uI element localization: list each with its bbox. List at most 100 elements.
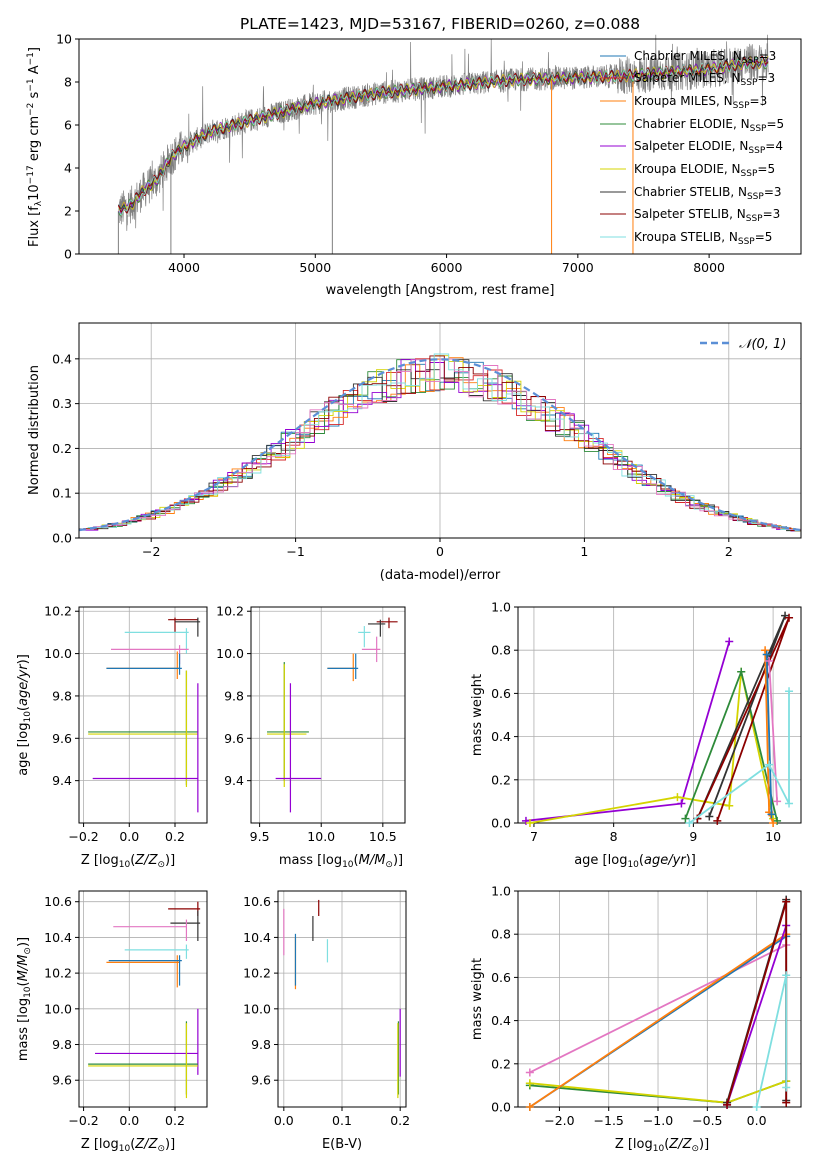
spectrum-title: PLATE=1423, MJD=53167, FIBERID=0260, z=0…: [240, 15, 640, 33]
weight-z-marker: [782, 1098, 791, 1107]
mass-z-ytick-label: 10.6: [44, 894, 72, 909]
weight-age-ytick-label: 0.6: [491, 686, 511, 701]
legend-label-kroupa-miles: Kroupa MILES, NSSP=3: [634, 94, 767, 111]
histogram-xtick-label: −2: [142, 544, 160, 559]
mass-ebv-ytick-label: 10.4: [243, 930, 271, 945]
weight-age-marker: [685, 819, 694, 827]
weight-z-xtick-label: −2.0: [544, 1113, 574, 1128]
mass-z-ytick-label: 10.0: [44, 1001, 72, 1016]
age-mass-ytick-label: 9.8: [224, 688, 244, 703]
legend-label-salpeter-miles: Salpeter MILES, NSSP=3: [634, 71, 775, 88]
histogram-step-line: [79, 359, 801, 531]
weight-age-series-line: [688, 691, 790, 824]
weight-age-marker: [737, 667, 746, 676]
weight-z-series-line: [726, 925, 788, 1106]
spectrum-model-line: [117, 56, 769, 216]
spectrum-xtick-label: 8000: [693, 260, 725, 275]
mass-z-xtick-label: −0.2: [68, 1113, 98, 1128]
weight-z-ytick-label: 0.2: [491, 1056, 511, 1071]
age-mass-ytick-label: 10.2: [216, 604, 244, 619]
weight-age-marker: [681, 814, 690, 823]
spectrum-xtick-label: 7000: [562, 260, 594, 275]
mass-z-xlabel: Z [log10(Z/Z⊙)]: [81, 1137, 175, 1154]
age-z-xtick-label: −0.2: [68, 829, 98, 844]
spectrum-model-line: [118, 55, 769, 211]
age-z-frame: [78, 606, 208, 824]
mass-ebv-xtick-label: 0.2: [390, 1113, 410, 1128]
legend-label-chabrier-miles: Chabrier MILES, NSSP=3: [634, 49, 776, 66]
histogram-ytick-label: 0.1: [52, 486, 72, 501]
weight-z-marker: [782, 897, 791, 906]
age-mass-xtick-label: 10.0: [307, 829, 335, 844]
weight-age-ytick-label: 1.0: [491, 600, 511, 615]
spectrum-ytick-label: 8: [64, 75, 72, 90]
histogram-xtick-label: −1: [286, 544, 304, 559]
histogram-axes-frame: [78, 322, 802, 539]
spectrum-model-line: [117, 55, 769, 214]
mass-ebv-xtick-label: 0.1: [332, 1113, 352, 1128]
spectrum-model-line: [118, 56, 769, 217]
histogram-xtick-label: 1: [580, 544, 588, 559]
histogram-ytick-label: 0.3: [52, 396, 72, 411]
weight-z-series-line: [529, 944, 787, 1074]
mass-ebv-xlabel: E(B-V): [322, 1137, 362, 1152]
mass-ebv-ytick-label: 10.0: [243, 1001, 271, 1016]
weight-age-marker: [765, 760, 774, 769]
age-z-xtick-label: 0.0: [119, 829, 139, 844]
legend-label-kroupa-elodie: Kroupa ELODIE, NSSP=5: [634, 162, 775, 179]
weight-z-series-line: [529, 933, 787, 1108]
weight-age-marker: [705, 812, 714, 821]
mass-ebv-ytick-label: 9.6: [251, 1073, 271, 1088]
age-mass-ytick-label: 9.6: [224, 731, 244, 746]
weight-z-xtick-label: 0.0: [747, 1113, 767, 1128]
mass-z-xtick-label: 0.0: [119, 1113, 139, 1128]
age-z-xtick-label: 0.2: [165, 829, 185, 844]
histogram-ylabel: Normed distribution: [27, 365, 42, 495]
weight-z-ylabel: mass weight: [470, 958, 485, 1040]
weight-z-ytick-label: 0.0: [491, 1100, 511, 1115]
age-z-ytick-label: 10.2: [44, 604, 72, 619]
weight-age-ytick-label: 0.0: [491, 816, 511, 831]
mass-z-ytick-label: 9.8: [52, 1037, 72, 1052]
weight-age-xtick-label: 9: [689, 829, 697, 844]
histogram-xtick-label: 2: [725, 544, 733, 559]
age-mass-xlabel: mass [log10(M/M⊙)]: [279, 853, 403, 870]
spectrum-xlabel: wavelength [Angstrom, rest frame]: [326, 283, 555, 298]
weight-age-marker: [525, 819, 534, 827]
spectrum-ytick-label: 6: [64, 118, 72, 133]
spectrum-ytick-label: 10: [56, 32, 72, 47]
weight-age-series-line: [529, 671, 774, 824]
weight-age-marker: [725, 637, 734, 646]
legend-label-chabrier-stelib: Chabrier STELIB, NSSP=3: [634, 185, 782, 202]
age-mass-ytick-label: 10.0: [216, 646, 244, 661]
spectrum-xtick-label: 6000: [431, 260, 463, 275]
spectrum-model-line: [118, 56, 769, 214]
weight-age-ytick-label: 0.2: [491, 772, 511, 787]
weight-age-marker: [761, 646, 770, 655]
weight-age-marker: [767, 810, 776, 819]
weight-age-xtick-label: 8: [610, 829, 618, 844]
spectrum-ylabel: Flux [fλ10−17 erg cm−2 s−1 A−1]: [26, 47, 44, 247]
age-z-ytick-label: 9.6: [52, 731, 72, 746]
histogram-step-line: [87, 353, 801, 532]
weight-age-ytick-label: 0.4: [491, 729, 511, 744]
age-z-ytick-label: 9.8: [52, 688, 72, 703]
weight-age-frame: [517, 606, 802, 824]
weight-age-series-line: [525, 641, 731, 822]
mass-z-xtick-label: 0.2: [165, 1113, 185, 1128]
weight-z-ytick-label: 0.4: [491, 1013, 511, 1028]
weight-z-ytick-label: 1.0: [491, 884, 511, 899]
histogram-step-line: [83, 358, 801, 532]
legend-label-normal: 𝒩(0, 1): [739, 337, 786, 352]
weight-age-marker: [762, 650, 771, 659]
weight-z-xlabel: Z [log10(Z/Z⊙)]: [615, 1137, 709, 1154]
weight-age-ytick-label: 0.8: [491, 643, 511, 658]
age-z-ytick-label: 9.4: [52, 773, 72, 788]
legend-label-kroupa-stelib: Kroupa STELIB, NSSP=5: [634, 230, 772, 247]
age-mass-frame: [250, 606, 406, 824]
weight-z-marker: [525, 1103, 534, 1111]
spectrum-ytick-label: 4: [64, 161, 72, 176]
weight-z-xtick-label: −1.5: [594, 1113, 624, 1128]
histogram-ytick-label: 0.0: [52, 531, 72, 546]
mass-ebv-ytick-label: 10.2: [243, 966, 271, 981]
